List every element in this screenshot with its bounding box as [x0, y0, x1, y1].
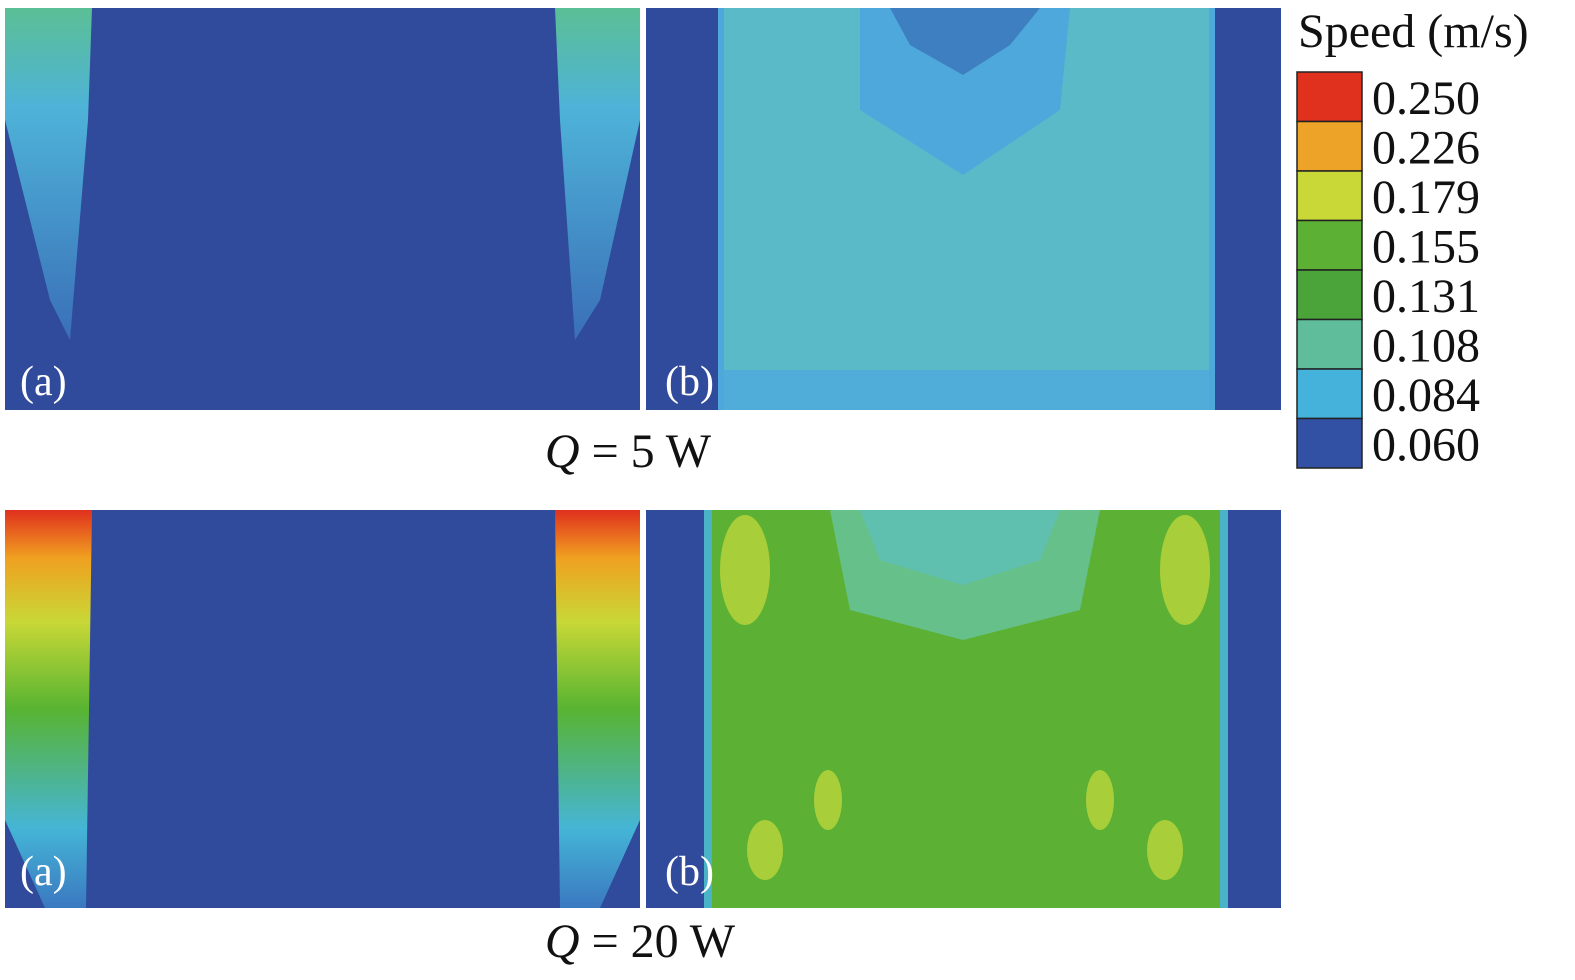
caption-rest: = 5 W: [592, 425, 712, 478]
panel-label: (a): [20, 359, 67, 405]
caption-rest: = 20 W: [592, 915, 736, 968]
legend-swatch: [1296, 417, 1363, 469]
panel-row1-b: (b): [646, 8, 1281, 410]
legend-swatch: [1296, 170, 1363, 222]
panel-row2-a: (a): [5, 510, 640, 908]
caption: Q = 20 W: [545, 915, 736, 968]
legend-swatch: [1296, 368, 1363, 420]
panel-label: (b): [665, 359, 714, 405]
legend-label: 0.179: [1372, 171, 1480, 224]
legend-label: 0.226: [1372, 122, 1480, 175]
caption-variable: Q: [545, 425, 580, 478]
legend-swatch: [1296, 318, 1363, 370]
legend: Speed (m/s) 0.2500.2260.1790.1550.1310.1…: [1296, 5, 1529, 472]
legend-title: Speed (m/s): [1298, 5, 1529, 58]
legend-label: 0.155: [1372, 221, 1480, 274]
legend-label: 0.108: [1372, 320, 1480, 373]
panel-label: (b): [665, 849, 714, 895]
panel-label: (a): [20, 849, 67, 895]
legend-label: 0.131: [1372, 270, 1480, 323]
caption: Q = 5 W: [545, 425, 712, 478]
legend-label: 0.060: [1372, 419, 1480, 472]
legend-swatch: [1296, 269, 1363, 321]
legend-label: 0.084: [1372, 369, 1480, 422]
legend-swatch: [1296, 219, 1363, 271]
panel-row2-b: (b): [646, 510, 1281, 908]
panel-row1-a: (a): [5, 8, 640, 410]
legend-swatch: [1296, 120, 1363, 172]
caption-variable: Q: [545, 915, 580, 968]
legend-swatch: [1296, 71, 1363, 123]
legend-label: 0.250: [1372, 72, 1480, 125]
